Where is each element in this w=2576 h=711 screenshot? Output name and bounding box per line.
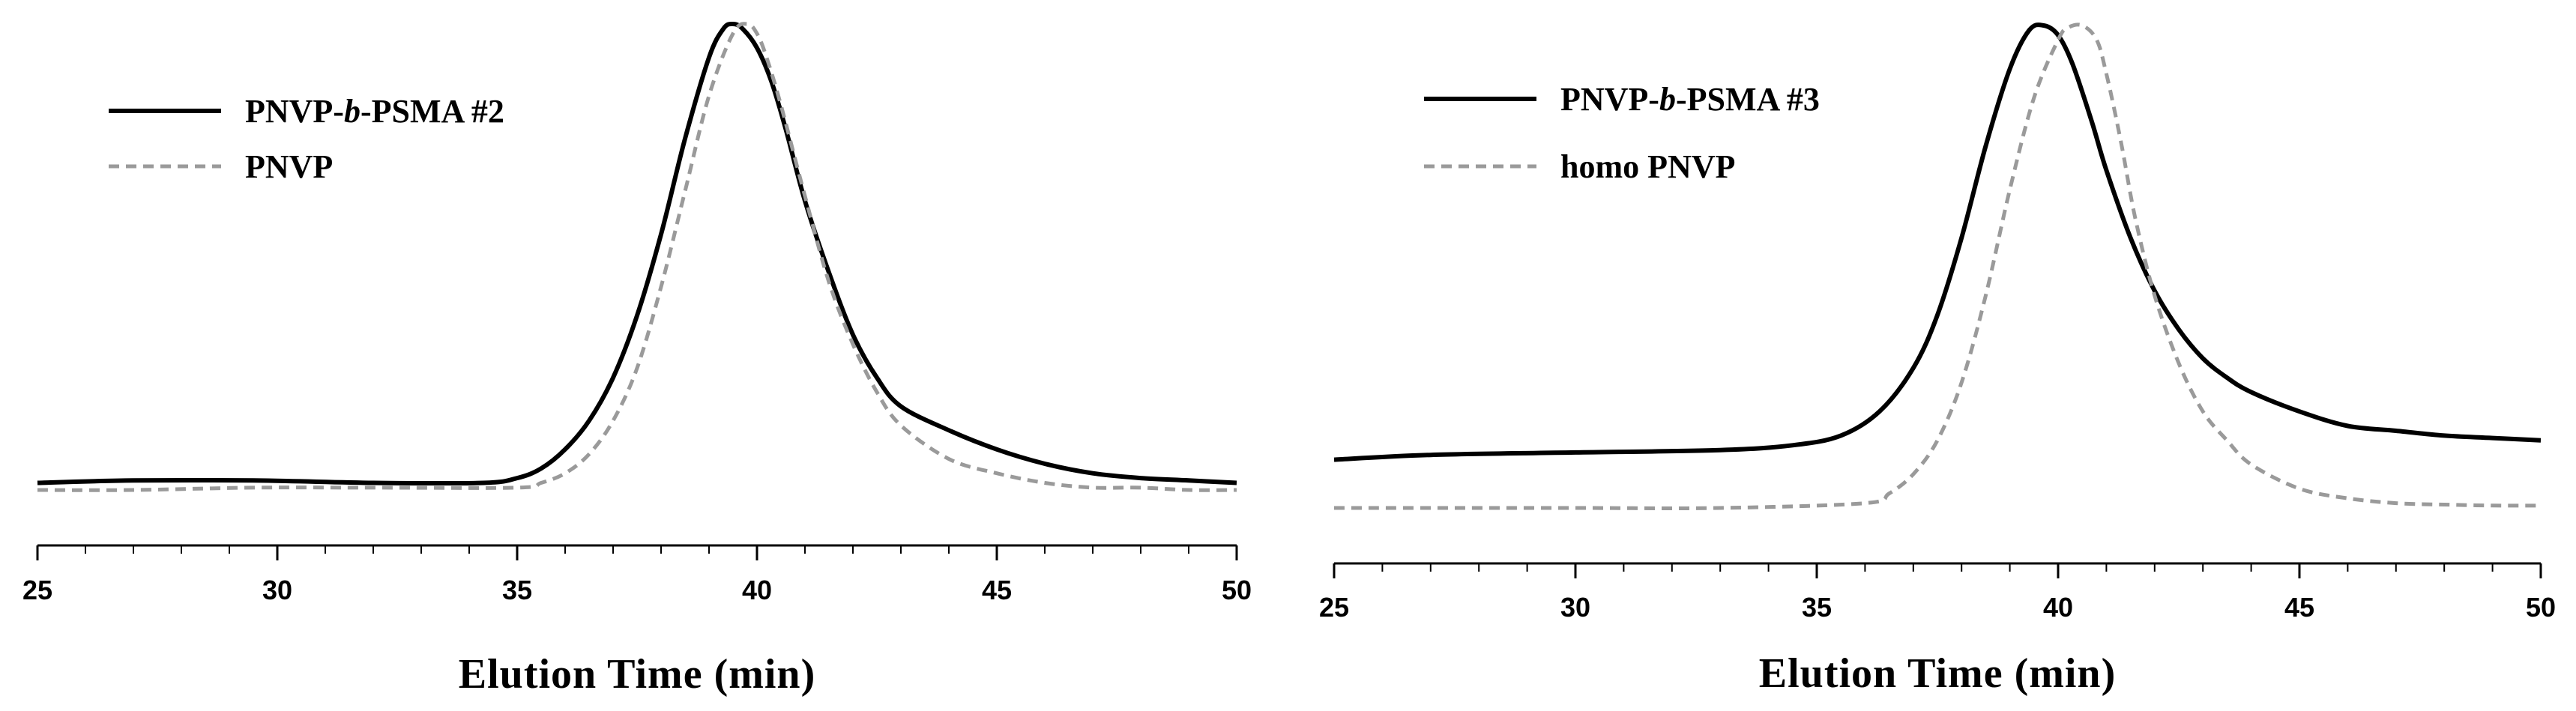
x-tick-label: 50	[1222, 575, 1252, 605]
x-tick-label: 45	[982, 575, 1012, 605]
x-tick-label: 45	[2284, 592, 2314, 623]
x-tick-label: 30	[1560, 592, 1590, 623]
legend-label: homo PNVP	[1560, 148, 1735, 185]
legend-label: PNVP	[245, 148, 333, 185]
series-line-homo-pnvp	[1334, 22, 2542, 510]
legend-label: PNVP-b-PSMA #2	[245, 93, 504, 130]
x-axis-title: Elution Time (min)	[1759, 650, 2116, 697]
series-line-pnvp-b-psma-3	[1333, 22, 2542, 462]
x-tick-label: 35	[1802, 592, 1832, 623]
x-axis-title: Elution Time (min)	[459, 651, 815, 698]
legend-label: PNVP-b-PSMA #3	[1560, 81, 1820, 118]
x-tick-label: 25	[1319, 592, 1349, 623]
x-tick-label: 30	[262, 575, 292, 605]
x-tick-label: 25	[22, 575, 52, 605]
series-line-pnvp	[37, 22, 1237, 492]
chart-panel-right: 25 30 35 40 45 50 Elution Time (min) PNVP-b-PSM…	[1319, 22, 2556, 697]
series-line-pnvp-b-psma-2	[37, 21, 1237, 486]
x-tick-label: 50	[2526, 592, 2556, 623]
x-tick-label: 35	[502, 575, 532, 605]
x-tick-label: 40	[2043, 592, 2073, 623]
chart-panel-left: 25 30 35 40 45 50 Elution Time (min) PNVP-b-PSM…	[22, 21, 1252, 698]
x-tick-label: 40	[742, 575, 772, 605]
